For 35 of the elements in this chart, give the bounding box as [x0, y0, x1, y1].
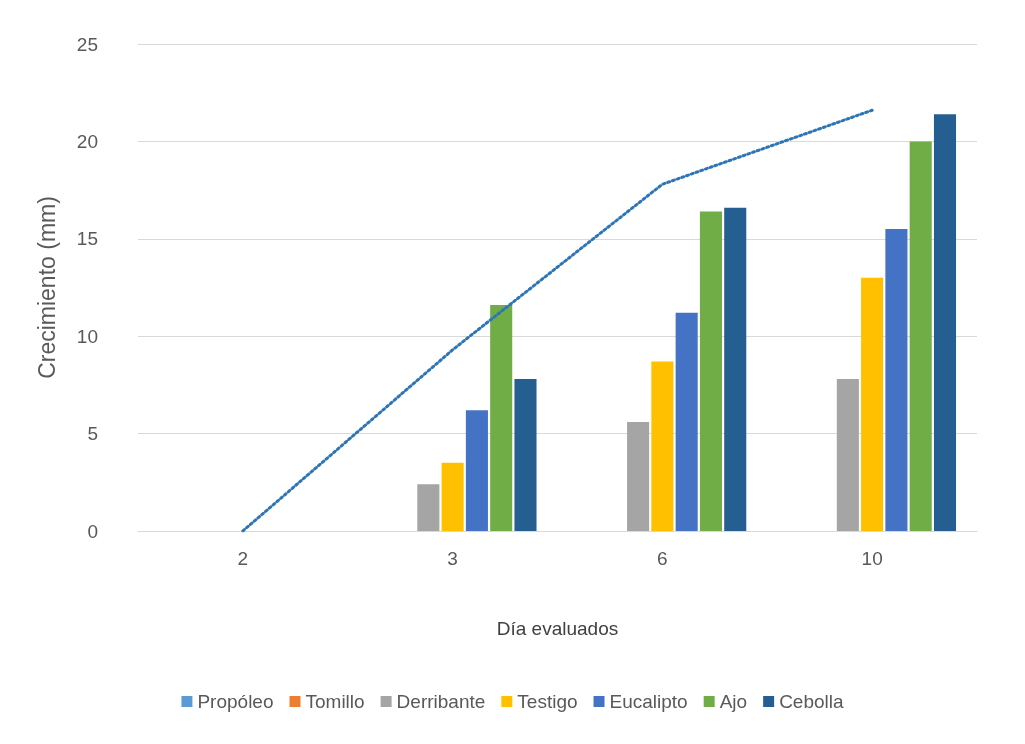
legend-label: Cebolla [779, 691, 845, 712]
bar [909, 141, 932, 531]
bar [861, 277, 884, 531]
legend-label: Propóleo [197, 691, 274, 712]
legend-label: Tomillo [305, 691, 365, 712]
bar [724, 207, 747, 531]
bar [836, 379, 859, 531]
x-tick-label: 10 [861, 548, 883, 569]
bar [699, 211, 722, 531]
bar [675, 312, 698, 531]
y-axis-title: Crecimiento (mm) [33, 196, 60, 379]
legend-label: Testigo [517, 691, 578, 712]
bar [514, 379, 537, 531]
legend-label: Derribante [396, 691, 486, 712]
line-series [241, 108, 874, 533]
bar [933, 114, 957, 531]
x-tick-label: 2 [237, 548, 249, 569]
bar [627, 421, 650, 531]
y-tick-label: 0 [87, 520, 98, 542]
bar [885, 229, 908, 531]
x-tick-label: 3 [447, 548, 458, 569]
legend-label: Ajo [719, 691, 748, 712]
bar [651, 361, 674, 531]
x-tick-label: 6 [657, 548, 668, 569]
legend-label: Eucalipto [609, 691, 688, 712]
y-tick-label: 15 [76, 228, 98, 250]
y-tick-label: 5 [87, 423, 98, 445]
y-tick-label: 10 [76, 325, 98, 347]
bar [490, 305, 513, 531]
y-tick-label: 20 [76, 130, 98, 152]
x-axis-title: Día evaluados [496, 618, 619, 639]
bar [417, 484, 440, 531]
bar [465, 410, 488, 531]
bar [441, 462, 464, 531]
y-tick-label: 25 [76, 33, 98, 55]
